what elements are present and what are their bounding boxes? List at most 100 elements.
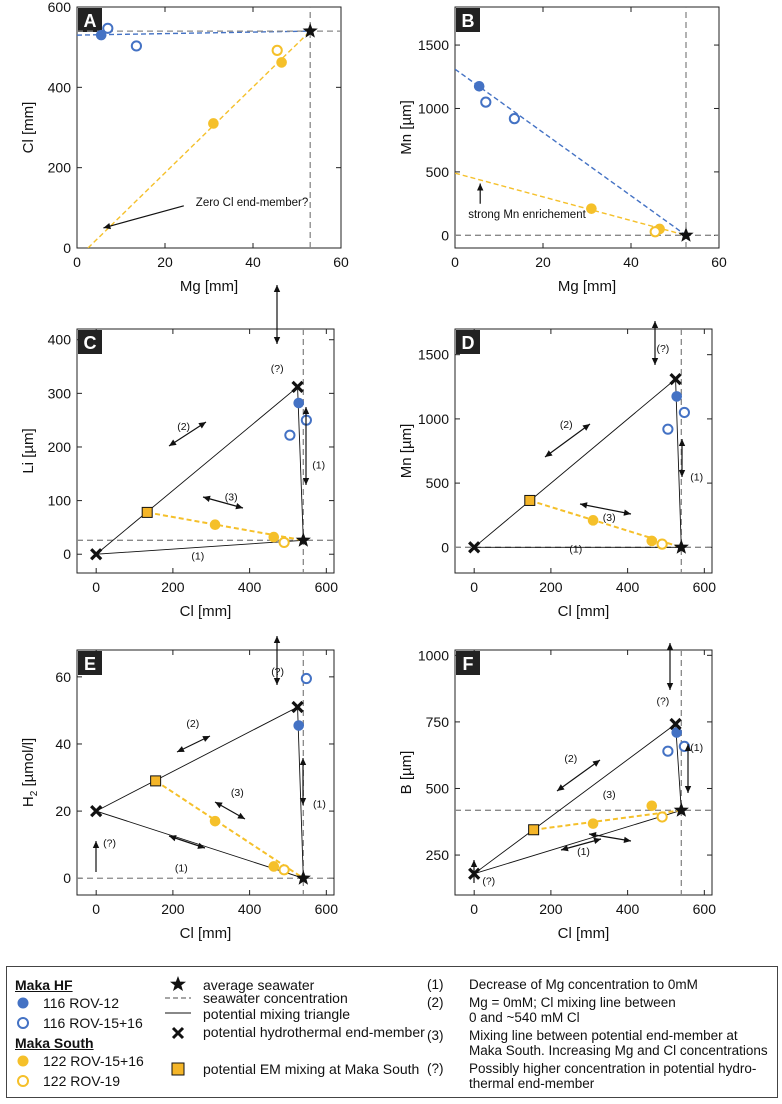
x-axis-label: Cl [mm] bbox=[558, 925, 610, 942]
x-tick-label: 40 bbox=[245, 254, 261, 270]
process-arrow-head2 bbox=[177, 746, 185, 752]
data-point bbox=[480, 96, 492, 108]
process-label: (2) bbox=[560, 419, 573, 431]
x-tick-label: 600 bbox=[693, 901, 717, 917]
x-tick-label: 20 bbox=[157, 254, 173, 270]
process-label: (3) bbox=[603, 789, 616, 801]
y-axis-label: H2 [µmol/l] bbox=[20, 738, 40, 807]
data-point bbox=[662, 423, 674, 435]
hydrothermal-end-member-marker bbox=[291, 380, 304, 394]
data-point bbox=[587, 818, 599, 829]
x-tick-label: 400 bbox=[238, 579, 262, 595]
x-tick-label: 20 bbox=[535, 254, 551, 270]
process-label: (2) bbox=[186, 718, 199, 730]
y-tick-label: 1500 bbox=[418, 37, 449, 53]
process-arrow-head bbox=[623, 836, 631, 844]
x-tick-label: 0 bbox=[470, 901, 478, 917]
plot-frame bbox=[76, 328, 335, 574]
y-tick-label: 250 bbox=[426, 847, 450, 863]
process-label: (1) bbox=[312, 459, 325, 471]
seawater-star bbox=[302, 23, 318, 38]
em-mixing-marker bbox=[528, 824, 540, 836]
plot-frame bbox=[76, 649, 335, 896]
em-mixing-marker bbox=[141, 506, 153, 518]
data-point bbox=[95, 29, 107, 41]
em-mixing-marker bbox=[524, 494, 536, 506]
process-arrow-shaft bbox=[168, 421, 207, 447]
x-tick-label: 400 bbox=[616, 901, 640, 917]
y-axis-label: Li [µm] bbox=[20, 428, 37, 473]
legend-rov1516-hf-marker bbox=[17, 1017, 29, 1029]
process-label: (2) bbox=[564, 753, 577, 765]
x-tick-label: 60 bbox=[711, 254, 727, 270]
y-tick-label: 200 bbox=[48, 439, 72, 455]
annotation-text: strong Mn enrichement bbox=[468, 209, 586, 221]
panel-letter: C bbox=[84, 333, 97, 353]
data-point bbox=[678, 406, 690, 419]
note-3-line-1: Mixing line between potential end-member… bbox=[469, 1028, 738, 1043]
y-tick-label: 200 bbox=[48, 160, 72, 176]
data-point bbox=[656, 811, 668, 823]
panel-letter: B bbox=[462, 11, 475, 31]
mixing-triangle bbox=[472, 378, 682, 548]
x-axis-label: Cl [mm] bbox=[180, 603, 232, 620]
y-tick-label: 40 bbox=[55, 736, 71, 752]
panel-letter-bg bbox=[78, 651, 102, 675]
line-orange bbox=[455, 172, 687, 236]
process-arrow-head2 bbox=[651, 358, 659, 365]
panel-d: D 0 200 400 600 0 500 1000 1500 Cl [mm] Mn [µm] (?)… bbox=[398, 321, 716, 620]
y-tick-label: 1000 bbox=[418, 647, 449, 663]
process-arrow-head2 bbox=[666, 683, 674, 690]
process-arrow-head bbox=[651, 321, 659, 328]
y-tick-label: 0 bbox=[441, 539, 449, 555]
legend-rov1516-hf-label: 116 ROV-15+16 bbox=[43, 1015, 143, 1031]
legend-em-mixing-label: potential EM mixing at Maka South bbox=[203, 1061, 420, 1077]
process-label: (1) bbox=[690, 742, 703, 754]
process-arrow-head bbox=[92, 841, 100, 848]
process-arrow-head bbox=[470, 860, 478, 867]
process-arrow-shaft bbox=[588, 833, 632, 842]
line-blue bbox=[77, 30, 311, 36]
process-arrow-head2 bbox=[684, 744, 692, 751]
x-axis-label: Mg [mm] bbox=[180, 278, 238, 295]
process-arrow-head2 bbox=[203, 495, 211, 502]
legend-rov12-marker bbox=[17, 997, 29, 1009]
data-point bbox=[278, 536, 290, 549]
process-arrow-head2 bbox=[557, 784, 565, 791]
legend-cross-icon bbox=[171, 1026, 185, 1040]
process-label: (1) bbox=[191, 551, 204, 563]
process-arrow-head2 bbox=[215, 802, 223, 809]
process-arrow-shaft bbox=[579, 503, 632, 515]
process-label: (2) bbox=[177, 421, 190, 433]
hydrothermal-end-member-marker bbox=[291, 700, 304, 714]
data-point bbox=[646, 800, 658, 812]
annotation-arrow-shaft bbox=[103, 205, 184, 229]
y-tick-label: 0 bbox=[63, 546, 71, 562]
plot-frame bbox=[454, 6, 720, 249]
data-point bbox=[271, 44, 283, 56]
data-point bbox=[293, 397, 305, 409]
y-tick-label: 60 bbox=[55, 669, 71, 685]
process-arrow-head bbox=[593, 837, 601, 844]
legend-rov12-label: 116 ROV-12 bbox=[43, 995, 120, 1011]
x-tick-label: 400 bbox=[616, 579, 640, 595]
process-arrow-head2 bbox=[545, 450, 553, 457]
process-arrow-head bbox=[273, 636, 281, 643]
mixing-triangle bbox=[94, 385, 304, 555]
seawater-star bbox=[678, 227, 694, 242]
seawater-star bbox=[673, 802, 689, 817]
legend-seawater-line bbox=[165, 997, 191, 999]
plot-frame bbox=[454, 328, 713, 574]
process-label: (?) bbox=[103, 837, 116, 849]
x-axis-label: Cl [mm] bbox=[180, 925, 232, 942]
y-axis-label: Mn [µm] bbox=[398, 424, 415, 478]
mixing-triangle bbox=[95, 706, 304, 879]
process-arrow-shaft bbox=[544, 423, 591, 458]
process-arrow-head bbox=[299, 798, 307, 805]
legend-seawater-conc-label: seawater concentration bbox=[203, 990, 348, 1006]
legend-avg-seawater-label: average seawater bbox=[203, 977, 315, 993]
plot-frame bbox=[76, 6, 342, 249]
process-arrow-head bbox=[197, 842, 205, 849]
data-point bbox=[300, 672, 312, 685]
